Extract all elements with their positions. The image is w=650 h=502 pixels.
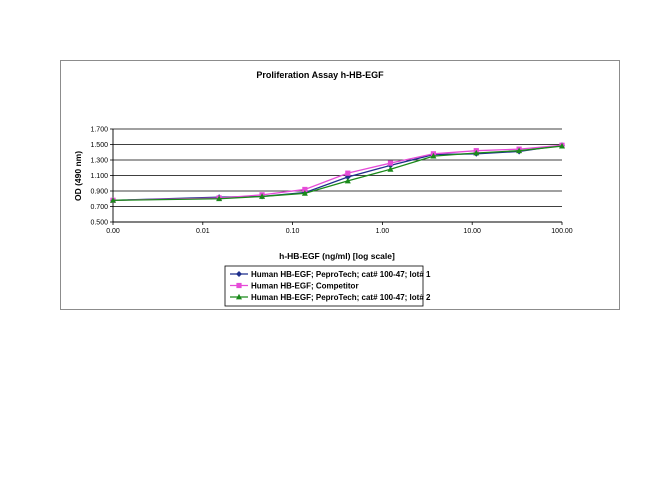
y-tick-label: 1.100	[90, 173, 108, 180]
legend-item: Human HB-EGF; PeproTech; cat# 100-47; lo…	[230, 293, 431, 302]
axes: 0.500 0.700 0.900 1.100 1.300 1.500 1.700 0.00 0…	[90, 127, 572, 236]
grid-lines	[113, 128, 562, 223]
data-point	[301, 190, 308, 196]
legend-marker	[236, 282, 242, 289]
x-axis-label: h-HB-EGF (ng/ml) [log scale]	[279, 251, 395, 261]
legend-label: Human HB-EGF; PeproTech; cat# 100-47; lo…	[251, 293, 431, 302]
data-point	[110, 197, 116, 203]
chart-title: Proliferation Assay h-HB-EGF	[256, 70, 384, 80]
y-tick-label: 0.700	[90, 204, 108, 211]
series-3	[110, 142, 565, 203]
data-point	[516, 147, 523, 154]
x-tick-label: 0.10	[286, 228, 300, 235]
series-line	[112, 144, 563, 201]
legend-box	[224, 265, 424, 307]
x-tick-label: 0.00	[106, 228, 120, 235]
data-point	[216, 195, 223, 202]
data-point	[387, 160, 394, 166]
y-tick-label: 1.500	[90, 142, 108, 149]
y-tick-label: 0.900	[90, 189, 108, 196]
legend-label: Human HB-EGF; PeproTech; cat# 100-47; lo…	[251, 270, 431, 279]
series-line	[112, 145, 563, 201]
x-tick-label: 0.01	[196, 228, 210, 235]
y-tick-label: 1.300	[90, 158, 108, 165]
data-point	[473, 149, 480, 156]
legend-item: Human HB-EGF; PeproTech; cat# 100-47; lo…	[230, 270, 431, 279]
y-tick-label: 0.500	[90, 220, 108, 227]
legend-label: Human HB-EGF; Competitor	[251, 282, 359, 291]
legend: Human HB-EGF; PeproTech; cat# 100-47; lo…	[224, 265, 431, 307]
y-axis-label: OD (490 nm)	[73, 151, 83, 201]
legend-marker	[236, 271, 242, 277]
y-tick-label: 1.700	[90, 127, 108, 134]
data-point	[430, 152, 437, 159]
data-point	[387, 166, 394, 172]
x-tick-label: 10.00	[463, 228, 481, 235]
data-point	[345, 170, 351, 176]
series-line	[112, 144, 563, 201]
x-tick-label: 100.00	[551, 228, 573, 235]
legend-item: Human HB-EGF; Competitor	[230, 282, 359, 291]
data-point	[559, 142, 565, 149]
x-tick-label: 1.00	[376, 228, 390, 235]
data-point	[344, 177, 351, 184]
data-point	[259, 193, 266, 199]
legend-marker	[236, 293, 242, 300]
series-layer	[110, 142, 565, 204]
data-point	[302, 186, 308, 193]
